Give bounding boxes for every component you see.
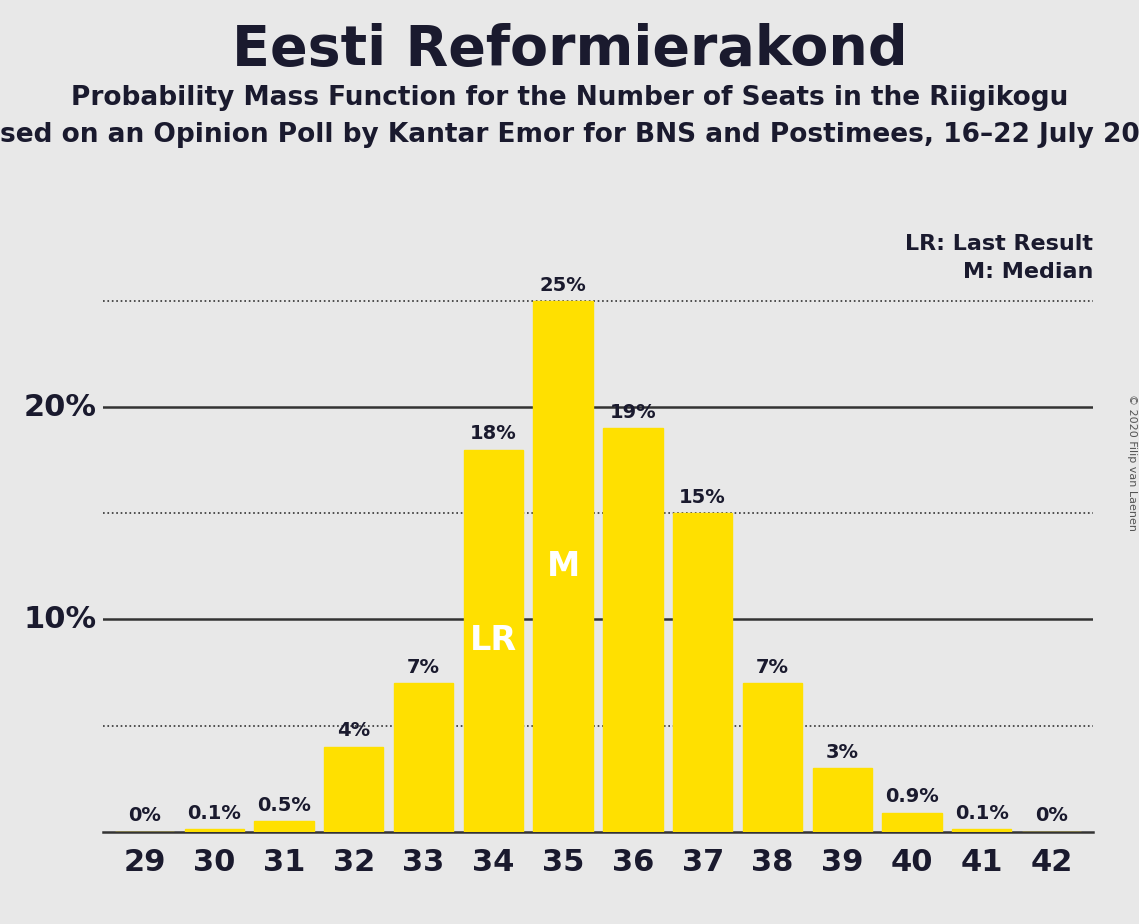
Text: 7%: 7% [407, 658, 440, 676]
Text: 3%: 3% [826, 743, 859, 761]
Bar [533, 301, 592, 832]
Text: 4%: 4% [337, 722, 370, 740]
Text: Based on an Opinion Poll by Kantar Emor for BNS and Postimees, 16–22 July 2020: Based on an Opinion Poll by Kantar Emor … [0, 122, 1139, 148]
Text: © 2020 Filip van Laenen: © 2020 Filip van Laenen [1126, 394, 1137, 530]
Bar [743, 683, 802, 832]
Text: LR: Last Result: LR: Last Result [906, 234, 1093, 254]
Text: 15%: 15% [679, 488, 726, 507]
Text: M: M [547, 550, 580, 583]
Bar [673, 514, 732, 832]
Bar [464, 450, 523, 832]
Bar [604, 429, 663, 832]
Text: 0.1%: 0.1% [954, 804, 1009, 823]
Text: 0.1%: 0.1% [187, 804, 241, 823]
Text: 0.5%: 0.5% [257, 796, 311, 815]
Text: M: Median: M: Median [964, 261, 1093, 282]
Text: 10%: 10% [24, 605, 97, 634]
Text: 18%: 18% [470, 424, 517, 444]
Bar [952, 830, 1011, 832]
Bar [254, 821, 313, 832]
Bar [325, 747, 384, 832]
Bar [394, 683, 453, 832]
Text: 20%: 20% [24, 393, 97, 421]
Text: 7%: 7% [756, 658, 789, 676]
Text: LR: LR [469, 624, 517, 657]
Text: 19%: 19% [609, 403, 656, 422]
Text: 0%: 0% [128, 807, 161, 825]
Text: Eesti Reformierakond: Eesti Reformierakond [231, 23, 908, 77]
Text: 0%: 0% [1035, 807, 1068, 825]
Text: 0.9%: 0.9% [885, 787, 939, 806]
Text: Probability Mass Function for the Number of Seats in the Riigikogu: Probability Mass Function for the Number… [71, 85, 1068, 111]
Bar [185, 830, 244, 832]
Bar [883, 812, 942, 832]
Bar [812, 768, 871, 832]
Text: 25%: 25% [540, 275, 587, 295]
